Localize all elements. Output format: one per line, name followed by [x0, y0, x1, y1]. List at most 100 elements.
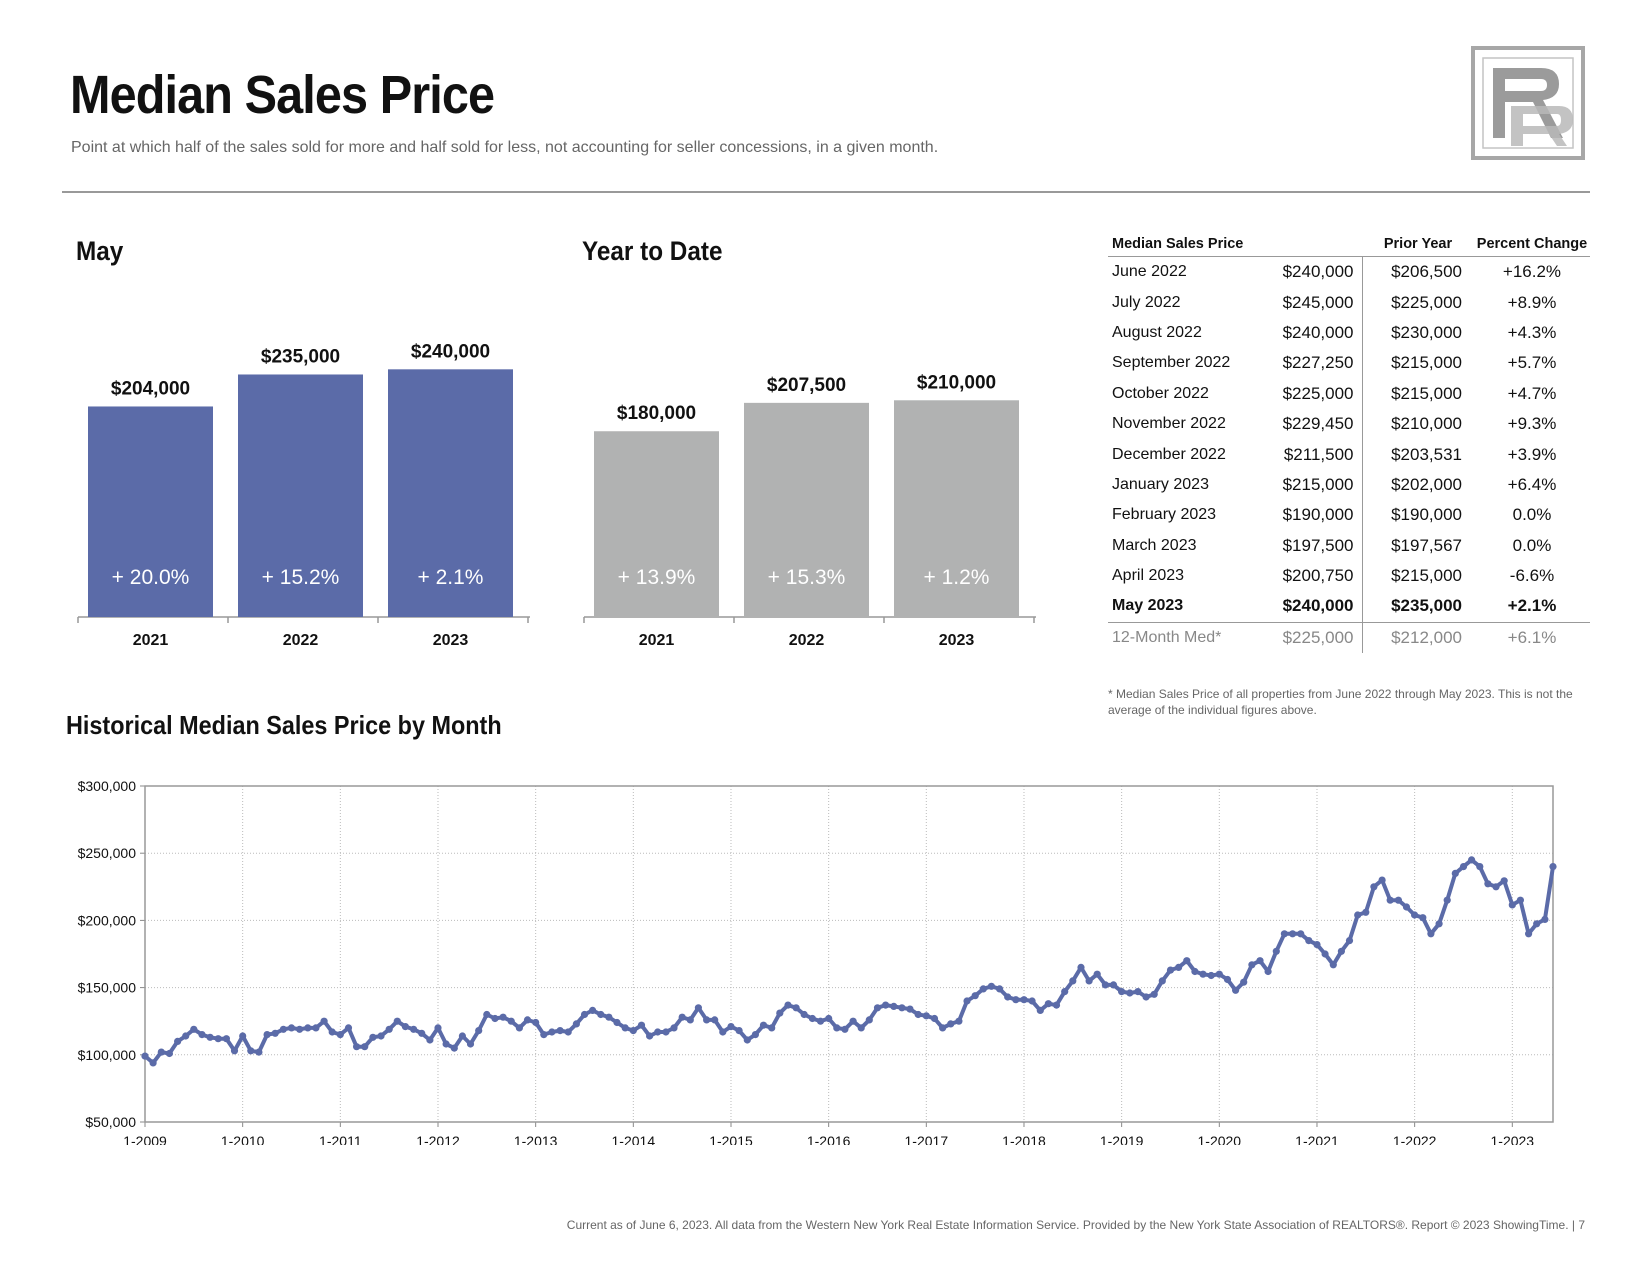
y-tick-label: $250,000 — [78, 845, 137, 861]
data-point — [442, 1040, 450, 1048]
bar-change-label: + 2.1% — [418, 566, 484, 589]
bar-category-label: 2022 — [283, 632, 319, 649]
data-point — [296, 1025, 304, 1033]
row-month: September 2022 — [1112, 354, 1231, 372]
data-point — [629, 1027, 637, 1035]
data-point — [589, 1006, 597, 1014]
data-point — [1166, 966, 1175, 974]
historical-line-chart: $50,000 $100,000 $150,000 $200,000 $250,000 $… — [78, 778, 1557, 1145]
data-point — [825, 1014, 833, 1023]
y-tick-label: $200,000 — [78, 912, 137, 928]
table-row: December 2022 $211,500 $203,531 +3.9% — [1108, 439, 1590, 470]
data-point — [279, 1025, 287, 1033]
row-change: +4.7% — [1507, 383, 1557, 403]
data-point — [768, 1024, 776, 1032]
data-point — [1297, 930, 1305, 938]
data-point — [711, 1016, 719, 1024]
data-point — [475, 1027, 483, 1035]
y-tick-label: $50,000 — [85, 1114, 136, 1130]
table-row: April 2023 $200,750 $215,000 -6.6% — [1108, 560, 1590, 592]
bar-change-label: + 1.2% — [924, 566, 990, 589]
row-change: +5.7% — [1507, 353, 1557, 373]
data-point — [759, 1021, 768, 1029]
data-point — [971, 992, 979, 1000]
data-point — [222, 1035, 230, 1043]
row-current: $240,000 — [1252, 591, 1362, 623]
bar-value-label: $210,000 — [917, 372, 996, 393]
data-point — [1191, 967, 1199, 976]
data-point — [385, 1025, 393, 1033]
row-current: $225,000 — [1282, 383, 1354, 403]
table-row: May 2023 $240,000 $235,000 +2.1% — [1108, 591, 1590, 623]
data-point — [523, 1016, 532, 1024]
data-point — [865, 1016, 873, 1024]
data-point — [165, 1049, 173, 1058]
data-point — [312, 1024, 320, 1032]
data-point — [1052, 1001, 1061, 1009]
row-month: July 2022 — [1112, 293, 1181, 311]
header-median-sales-price: Median Sales Price — [1108, 232, 1252, 257]
bar-2021 — [594, 431, 719, 617]
header-percent-change: Percent Change — [1474, 232, 1590, 257]
row-current: $200,750 — [1282, 566, 1354, 586]
data-point — [1207, 971, 1215, 980]
data-point — [873, 1004, 882, 1012]
table-row: November 2022 $229,450 $210,000 +9.3% — [1108, 408, 1590, 440]
data-point — [515, 1024, 523, 1032]
data-point — [955, 1017, 963, 1025]
data-point — [1459, 863, 1468, 871]
data-point — [214, 1035, 222, 1043]
data-point — [833, 1024, 841, 1032]
row-change: +4.3% — [1507, 322, 1557, 342]
data-point — [1264, 967, 1272, 976]
data-point — [735, 1027, 743, 1035]
header-prior-year: Prior Year — [1362, 232, 1474, 257]
data-point — [198, 1031, 206, 1039]
data-point — [320, 1017, 328, 1025]
data-point — [1411, 911, 1419, 919]
data-point — [344, 1024, 353, 1032]
data-point — [255, 1048, 263, 1056]
bar-value-label: $240,000 — [411, 341, 490, 362]
data-point — [499, 1013, 507, 1021]
row-change: +16.2% — [1502, 262, 1562, 282]
data-point — [1484, 880, 1492, 888]
row-prior: $215,000 — [1361, 378, 1474, 409]
data-point — [182, 1032, 190, 1040]
data-point — [336, 1031, 344, 1039]
data-point — [450, 1044, 458, 1052]
header-divider — [62, 191, 1590, 193]
data-point — [686, 1016, 694, 1024]
row-prior: $215,000 — [1361, 560, 1474, 592]
row-month: May 2023 — [1108, 591, 1252, 623]
data-point — [507, 1017, 515, 1025]
data-point — [784, 1001, 792, 1009]
data-point — [1289, 930, 1297, 938]
data-point — [1451, 869, 1459, 877]
row-change: 0.0% — [1512, 535, 1552, 555]
bar-2023 — [388, 369, 513, 617]
data-point — [1427, 930, 1435, 938]
row-month: 12-Month Med* — [1112, 628, 1222, 646]
row-change: +6.4% — [1507, 474, 1557, 494]
bar-2022 — [744, 402, 869, 617]
bar-category-label: 2021 — [133, 632, 169, 649]
table-row: September 2022 $227,250 $215,000 +5.7% — [1108, 348, 1590, 379]
data-point — [914, 1010, 922, 1019]
x-tick-label: 1-2012 — [416, 1133, 460, 1145]
data-point — [898, 1004, 906, 1012]
row-prior: $203,531 — [1361, 439, 1474, 470]
data-point — [1345, 937, 1354, 945]
data-point — [1020, 996, 1028, 1004]
data-point — [1142, 993, 1150, 1001]
data-point — [1354, 911, 1362, 919]
row-change: +8.9% — [1507, 292, 1557, 312]
data-point — [1158, 977, 1166, 985]
data-point — [1468, 856, 1476, 864]
data-point — [548, 1028, 556, 1036]
ytd-bar-chart: $180,000 + 13.9% 2021 $207,500 + 15.3% 2022 $2… — [583, 372, 1036, 649]
data-point — [1077, 963, 1085, 971]
bar-value-label: $235,000 — [261, 346, 340, 367]
row-current: $211,500 — [1283, 444, 1354, 464]
data-point — [808, 1014, 817, 1023]
